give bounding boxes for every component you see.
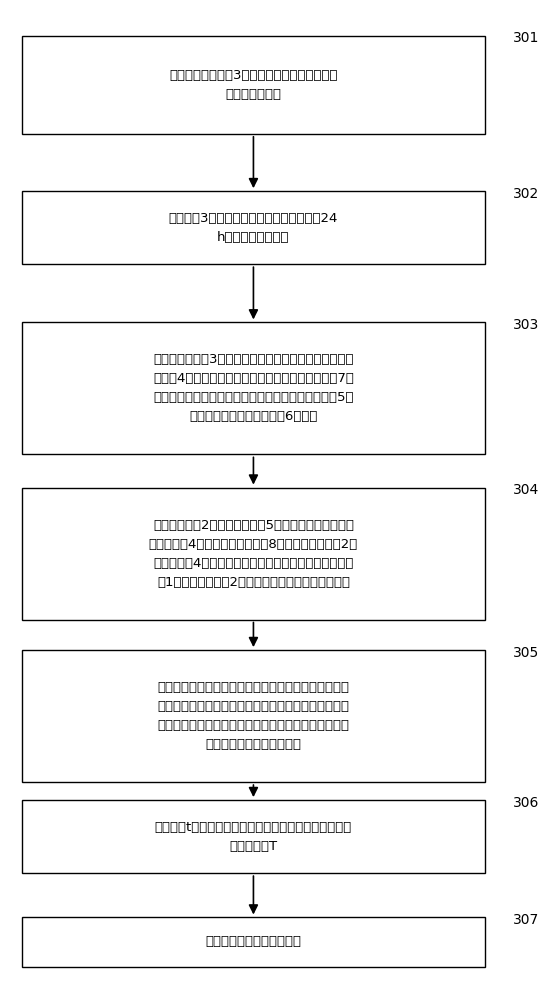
Bar	[22, 322, 485, 454]
Text: 302: 302	[512, 187, 539, 201]
Bar	[22, 917, 485, 967]
Bar	[22, 191, 485, 264]
Text: 将转换接头（2）装在透水石（5）之上，并将其底端套
进橡胶膜（4）；用橡胶止水环（8）勒紧转换接头（2）
和橡胶膜（4）之间的缝隙，并将变截面透明有机玻璃管
（: 将转换接头（2）装在透水石（5）之上，并将其底端套 进橡胶膜（4）；用橡胶止水环…	[149, 519, 358, 589]
Text: 将组装好的装置放入水槽中，并固定在固定支架上，向
水槽中注水，注水水位至开口标高处并放置好水槽；利
用漏斗向变截面透明有机玻璃管的内部注水，注水至较
细有机玻璃: 将组装好的装置放入水槽中，并固定在固定支架上，向 水槽中注水，注水水位至开口标高…	[158, 681, 349, 751]
Text: 301: 301	[512, 31, 539, 45]
Text: 303: 303	[512, 318, 539, 332]
Bar	[22, 488, 485, 620]
Bar	[22, 800, 485, 873]
Text: 将水泥土试样（3）侧壁涂抹薄层凡士林，试样外侧套橡
胶膜（4），试样的顶部和底部分别套橡胶止水环（7）
，使水泥土置于密闭环境，试样顶部装较小透水石（5）
，底: 将水泥土试样（3）侧壁涂抹薄层凡士林，试样外侧套橡 胶膜（4），试样的顶部和底部…	[153, 353, 354, 423]
Text: 间隔时间t测读有机玻璃管中的水位，并计算水位差，同
时测量水温T: 间隔时间t测读有机玻璃管中的水位，并计算水位差，同 时测量水温T	[155, 821, 352, 853]
Text: 305: 305	[512, 646, 539, 660]
Text: 将试样（3）放入真空饱和缸中抽真空饱和24
h，使试样达到饱和: 将试样（3）放入真空饱和缸中抽真空饱和24 h，使试样达到饱和	[169, 212, 338, 244]
Text: 304: 304	[512, 483, 539, 497]
Text: 制作水泥土试样（3），保证试样侧壁光滑且上
下两个表面水平: 制作水泥土试样（3），保证试样侧壁光滑且上 下两个表面水平	[169, 69, 338, 101]
Bar	[22, 650, 485, 782]
Text: 306: 306	[512, 796, 539, 810]
Bar	[22, 36, 485, 134]
Text: 307: 307	[512, 913, 539, 927]
Text: 采用理论公式计算渗透系数: 采用理论公式计算渗透系数	[206, 935, 301, 948]
